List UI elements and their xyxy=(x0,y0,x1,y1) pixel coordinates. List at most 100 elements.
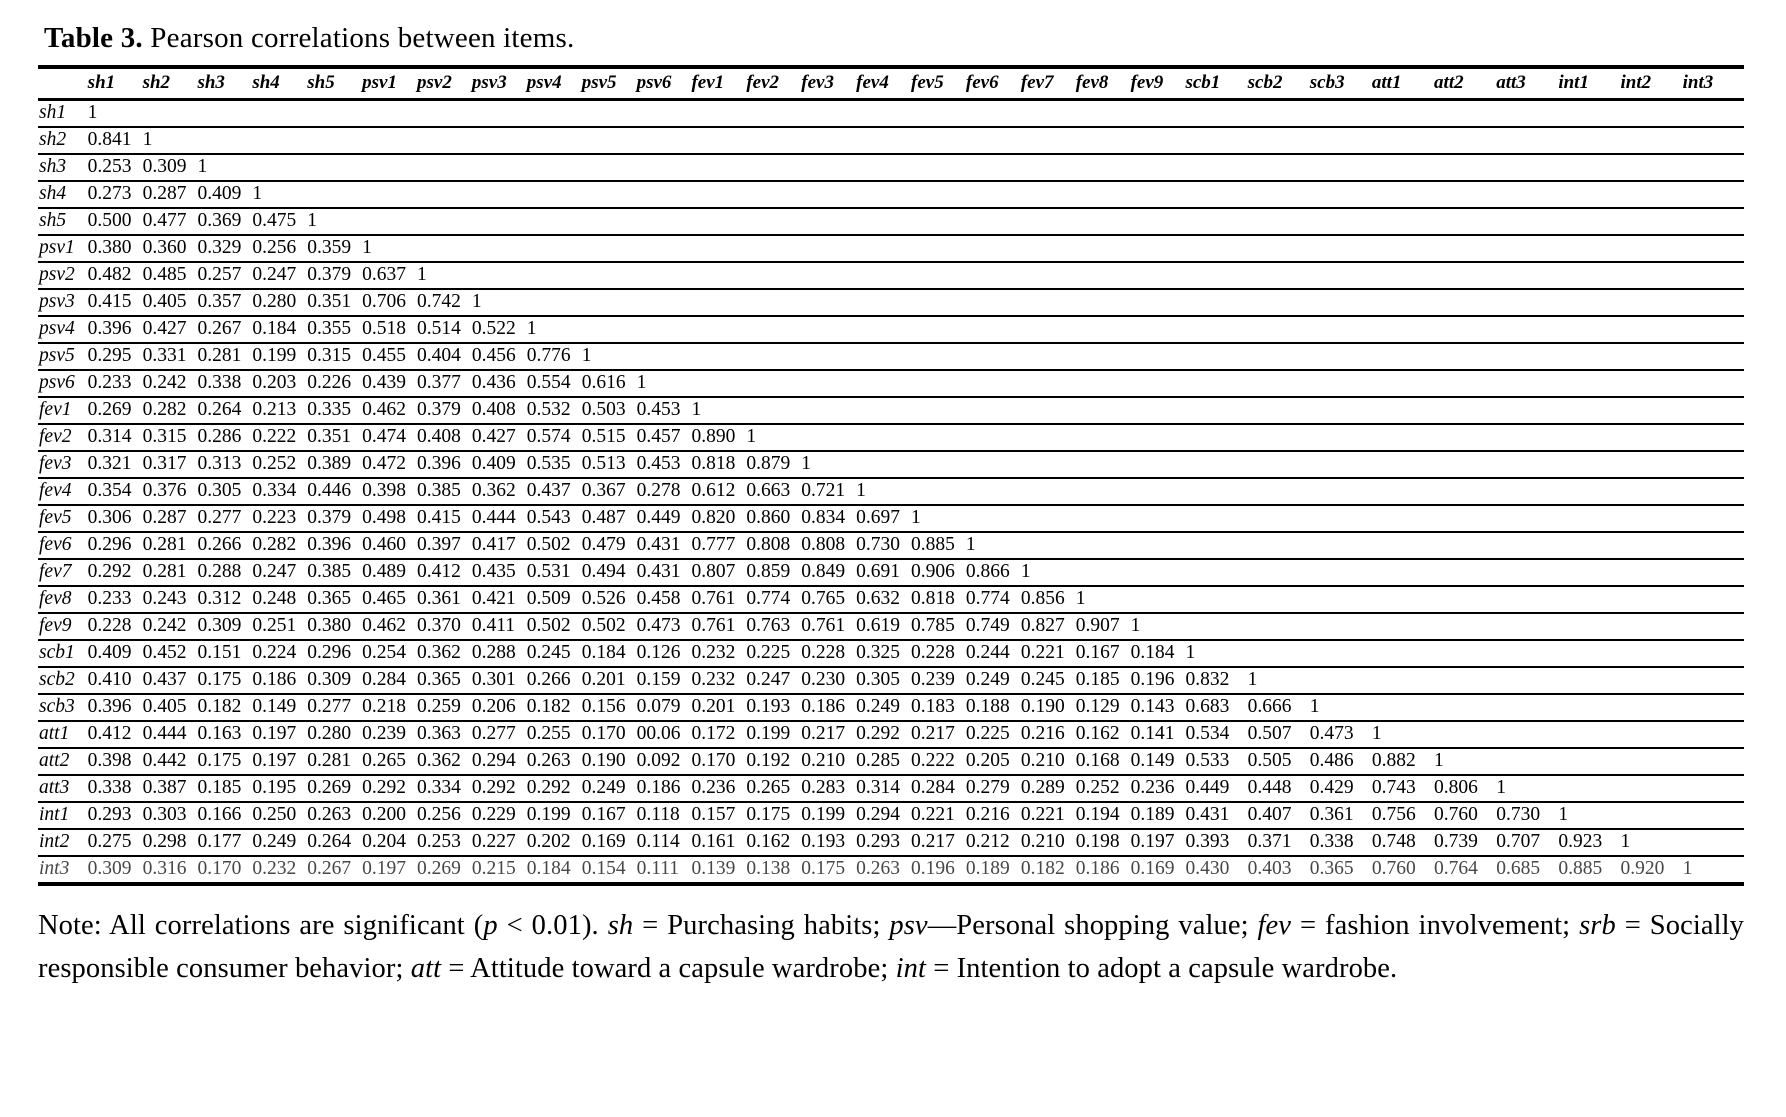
correlation-cell: 0.233 xyxy=(87,372,132,393)
correlation-cell: 0.186 xyxy=(801,696,846,717)
correlation-cell: 0.313 xyxy=(197,453,242,474)
correlation-cell: 0.163 xyxy=(197,723,242,744)
correlation-cell: 0.820 xyxy=(691,507,736,528)
correlation-cell xyxy=(1184,370,1246,397)
correlation-cell: 0.175 xyxy=(746,804,791,825)
correlation-cell: 0.619 xyxy=(856,615,901,636)
correlation-cell: 0.285 xyxy=(856,750,901,771)
correlation-cell: 0.221 xyxy=(1020,642,1065,663)
correlation-cell xyxy=(800,208,855,235)
correlation-cell: 1 xyxy=(1130,615,1141,636)
correlation-cell xyxy=(1619,775,1681,802)
correlation-cell xyxy=(1682,154,1744,181)
correlation-cell: 0.431 xyxy=(636,561,681,582)
correlation-cell xyxy=(1247,397,1309,424)
correlation-cell xyxy=(1309,181,1371,208)
correlation-cell: 1 xyxy=(417,264,427,285)
table-row: psv4 0.396 0.427 0.267 0.184 0.355 0.518 0.514 0… xyxy=(38,316,1744,343)
correlation-cell xyxy=(1682,613,1744,640)
correlation-cell: 0.408 xyxy=(471,399,516,420)
correlation-cell xyxy=(800,127,855,154)
correlation-cell: 1 xyxy=(691,399,702,420)
correlation-cell: 0.281 xyxy=(197,345,242,366)
correlation-table: sh1 sh2 sh3 sh4 sh5 psv1 psv2 psv3 psv4 psv5 psv6 f… xyxy=(38,65,1744,886)
column-header: psv5 xyxy=(580,65,636,101)
correlation-cell xyxy=(1309,100,1371,128)
correlation-cell: 0.503 xyxy=(581,399,626,420)
correlation-cell: 1 xyxy=(1075,588,1086,609)
correlation-cell: 0.184 xyxy=(581,642,626,663)
correlation-cell: 0.338 xyxy=(1309,831,1354,852)
correlation-cell: 0.685 xyxy=(1496,858,1541,879)
note-term: srb xyxy=(1579,910,1616,941)
correlation-cell: 0.777 xyxy=(691,534,736,555)
correlation-cell: 0.218 xyxy=(362,696,406,717)
correlation-cell: 0.284 xyxy=(911,777,955,798)
correlation-cell: 0.502 xyxy=(581,615,626,636)
correlation-cell: 0.412 xyxy=(417,561,461,582)
note-term: fev xyxy=(1257,910,1292,941)
correlation-cell xyxy=(1619,586,1681,613)
correlation-cell xyxy=(965,289,1020,316)
correlation-cell xyxy=(1619,721,1681,748)
correlation-cell: 0.199 xyxy=(801,804,846,825)
correlation-cell: 0.385 xyxy=(307,561,352,582)
table-row: fev4 0.354 0.376 0.305 0.334 0.446 0.398 0.385 0… xyxy=(38,478,1744,505)
correlation-cell: 0.367 xyxy=(581,480,626,501)
correlation-cell xyxy=(1619,667,1681,694)
correlation-cell xyxy=(526,127,581,154)
row-label: sh4 xyxy=(39,183,67,204)
correlation-cell: 0.279 xyxy=(965,777,1010,798)
correlation-cell: 0.193 xyxy=(801,831,846,852)
correlation-cell: 0.129 xyxy=(1075,696,1120,717)
correlation-cell: 0.273 xyxy=(87,183,132,204)
correlation-cell xyxy=(1020,316,1075,343)
correlation-cell xyxy=(1309,235,1371,262)
column-header: fev5 xyxy=(910,65,965,101)
correlation-cell: 0.482 xyxy=(87,264,132,285)
correlation-cell xyxy=(855,289,910,316)
correlation-cell: 0.277 xyxy=(197,507,242,528)
correlation-cell xyxy=(1184,505,1246,532)
correlation-cell xyxy=(1495,235,1557,262)
correlation-cell xyxy=(690,154,745,181)
correlation-cell: 0.514 xyxy=(417,318,461,339)
correlation-cell: 0.494 xyxy=(581,561,626,582)
correlation-cell: 0.748 xyxy=(1371,831,1416,852)
correlation-cell xyxy=(1557,667,1619,694)
correlation-cell xyxy=(690,289,745,316)
correlation-cell: 0.255 xyxy=(526,723,571,744)
table-row: sh2 0.841 1 xyxy=(38,127,1744,154)
correlation-cell xyxy=(1557,316,1619,343)
correlation-cell: 0.309 xyxy=(197,615,242,636)
correlation-cell: 0.079 xyxy=(636,696,681,717)
correlation-cell xyxy=(1557,262,1619,289)
correlation-cell xyxy=(1433,127,1495,154)
correlation-cell: 0.427 xyxy=(471,426,516,447)
correlation-cell xyxy=(1075,208,1130,235)
correlation-cell xyxy=(965,127,1020,154)
correlation-cell xyxy=(1557,748,1619,775)
correlation-cell: 1 xyxy=(581,345,592,366)
correlation-cell xyxy=(1682,208,1744,235)
correlation-cell xyxy=(1075,343,1130,370)
correlation-cell: 0.410 xyxy=(87,669,132,690)
correlation-cell: 0.292 xyxy=(856,723,901,744)
correlation-cell xyxy=(1557,586,1619,613)
correlation-cell xyxy=(800,289,855,316)
correlation-cell xyxy=(1495,694,1557,721)
correlation-cell: 0.456 xyxy=(471,345,516,366)
correlation-cell: 0.249 xyxy=(581,777,626,798)
correlation-cell: 0.359 xyxy=(307,237,352,258)
correlation-cell: 0.245 xyxy=(526,642,571,663)
correlation-cell xyxy=(965,154,1020,181)
correlation-cell xyxy=(1309,262,1371,289)
correlation-cell xyxy=(1682,289,1744,316)
correlation-cell: 0.531 xyxy=(526,561,571,582)
correlation-cell: 0.243 xyxy=(142,588,187,609)
correlation-cell: 0.282 xyxy=(252,534,297,555)
correlation-cell xyxy=(1433,208,1495,235)
correlation-cell: 0.370 xyxy=(417,615,461,636)
correlation-cell xyxy=(1020,505,1075,532)
correlation-cell: 0.365 xyxy=(1309,858,1354,879)
